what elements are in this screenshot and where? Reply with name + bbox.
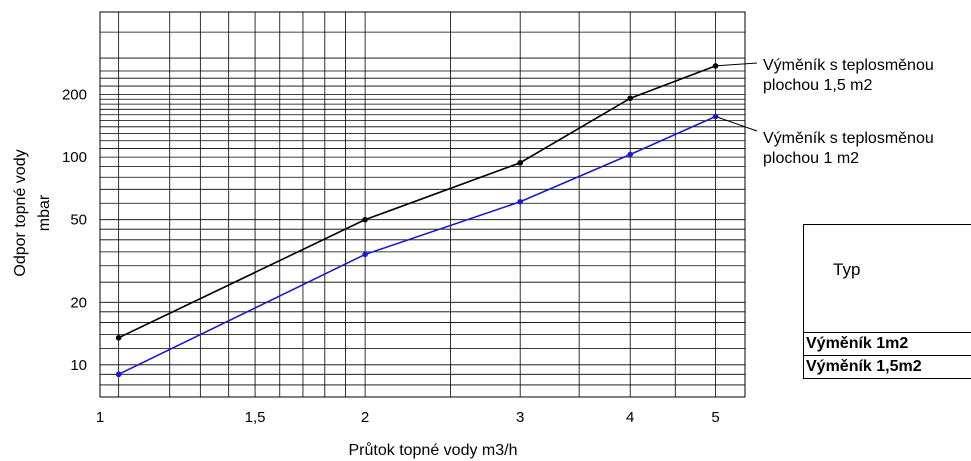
type-table-row: Výměník 1,5m2 <box>806 358 922 375</box>
y-axis-title: Odpor topné vody <box>12 149 29 276</box>
data-point <box>517 159 523 166</box>
data-point <box>627 151 634 158</box>
x-tick-label: 1 <box>96 409 104 426</box>
y-tick-label: 10 <box>70 357 87 374</box>
y-tick-label: 20 <box>70 294 87 311</box>
plot-frame <box>99 11 746 398</box>
data-point <box>712 113 719 120</box>
data-point <box>115 371 122 378</box>
y-ticks: 10 20 50 100 200 <box>62 87 87 374</box>
series-annotation-label: Výměník s teplosměnou <box>763 130 934 147</box>
series <box>115 63 719 378</box>
x-axis-title: Průtok topné vody m3/h <box>349 441 518 459</box>
annotations: Výměník s teplosměnou plochou 1,5 m2 Výměn… <box>715 57 934 167</box>
type-table-row: Výměník 1m2 <box>804 333 971 356</box>
series-annotation-label: plochou 1,5 m2 <box>763 77 873 94</box>
series-annotation-label: plochou 1 m2 <box>763 150 859 167</box>
data-point <box>362 251 368 258</box>
y-tick-label: 100 <box>62 149 87 166</box>
type-table: Typ Výměník 1m2 Výměník 1,5m2 <box>803 224 971 379</box>
data-point <box>517 198 523 205</box>
x-tick-label: 2 <box>361 409 369 426</box>
y-tick-label: 200 <box>62 87 87 104</box>
y-axis-unit: mbar <box>36 194 53 231</box>
grid <box>99 11 746 398</box>
type-table-header-label: Typ <box>833 260 861 279</box>
x-tick-label: 1,5 <box>245 409 266 426</box>
series-line <box>118 65 716 339</box>
data-point <box>627 95 634 102</box>
x-ticks: 1 1,5 2 3 4 5 <box>96 409 720 426</box>
annotation-leader-line <box>715 62 758 67</box>
series-annotation-label: Výměník s teplosměnou <box>763 57 934 74</box>
series-line <box>118 115 716 376</box>
x-tick-label: 4 <box>626 409 634 426</box>
annotation-leader-line <box>715 116 758 132</box>
data-point <box>362 216 368 223</box>
x-tick-label: 5 <box>711 409 719 426</box>
y-tick-label: 50 <box>70 212 87 229</box>
x-tick-label: 3 <box>516 409 524 426</box>
type-table-header: Typ <box>804 225 971 333</box>
data-point <box>115 334 122 341</box>
